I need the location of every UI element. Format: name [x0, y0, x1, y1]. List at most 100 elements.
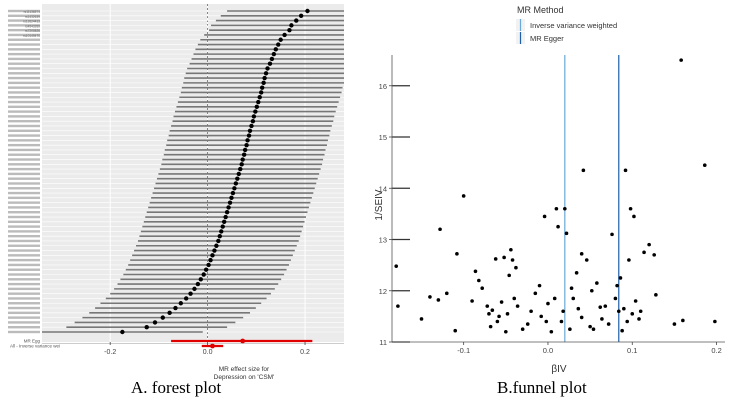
forest-snp-label — [8, 43, 40, 46]
forest-snp-label — [8, 167, 40, 171]
forest-snp-label — [8, 105, 40, 109]
funnel-point — [512, 296, 517, 301]
funnel-y-tick-label: 11 — [379, 338, 387, 347]
forest-snp-point — [214, 243, 219, 248]
funnel-point — [559, 319, 564, 324]
funnel-point — [628, 206, 633, 211]
funnel-point — [525, 322, 530, 326]
forest-snp-point — [212, 248, 217, 253]
forest-snp-point — [254, 104, 260, 110]
forest-snp-label — [8, 201, 40, 204]
funnel-point — [490, 308, 495, 313]
funnel-point — [616, 309, 621, 314]
funnel-y-tick-label: 16 — [379, 82, 387, 91]
forest-snp-point — [152, 320, 158, 325]
forest-snp-labels: rs11136574rs1432639rs12624433rs4543289rs… — [8, 9, 41, 334]
forest-summary-label: MR Egg — [24, 339, 41, 344]
forest-snp-point — [160, 315, 165, 320]
funnel-point — [552, 296, 557, 301]
funnel-point — [603, 304, 608, 308]
funnel-x-axis-title: βIV — [551, 364, 567, 375]
forest-snp-point — [206, 262, 211, 268]
forest-snp-label — [8, 282, 40, 286]
funnel-point — [529, 309, 533, 314]
forest-snp-point — [236, 171, 241, 177]
forest-snp-label — [8, 239, 40, 243]
forest-snp-label — [8, 81, 40, 85]
forest-snp-label-text: rs10149470 — [23, 34, 40, 38]
funnel-point — [610, 232, 614, 237]
funnel-point — [497, 314, 501, 319]
funnel-point — [537, 283, 542, 288]
funnel-point — [569, 286, 574, 290]
forest-snp-point — [198, 277, 203, 282]
legend-entry-label: MR Egger — [530, 34, 564, 43]
forest-snp-label — [8, 182, 40, 185]
funnel-point — [546, 301, 550, 306]
funnel-point — [544, 319, 549, 324]
forest-snp-point — [217, 233, 222, 239]
forest-snp-point — [259, 85, 265, 90]
funnel-point — [606, 322, 611, 326]
forest-snp-label — [8, 134, 40, 137]
funnel-x-tick-label: -0.1 — [457, 346, 470, 355]
funnel-point — [638, 309, 643, 314]
forest-snp-label — [8, 24, 40, 27]
funnel-point — [520, 327, 525, 331]
funnel-point — [428, 295, 432, 299]
funnel-method-lines — [564, 55, 620, 342]
funnel-y-axis-title: 1/SEIV — [374, 189, 385, 220]
forest-snp-point — [221, 219, 227, 225]
forest-snp-point — [263, 71, 269, 76]
funnel-point — [613, 296, 618, 301]
forest-marks — [42, 8, 344, 335]
funnel-point — [632, 214, 636, 219]
forest-snp-point — [242, 147, 248, 153]
funnel-point — [515, 304, 520, 308]
funnel-point — [473, 269, 478, 274]
funnel-point — [563, 206, 567, 211]
forest-snp-point — [226, 205, 231, 210]
funnel-point — [579, 315, 584, 320]
funnel-point — [576, 306, 581, 311]
forest-snp-point — [195, 281, 201, 287]
forest-summary-point — [210, 343, 215, 349]
funnel-point — [623, 168, 628, 173]
forest-x-tick-label: 0.0 — [203, 349, 213, 356]
funnel-point — [588, 324, 592, 329]
funnel-point — [495, 319, 500, 324]
funnel-point — [574, 271, 579, 275]
funnel-point — [533, 291, 538, 296]
funnel-point — [702, 163, 707, 167]
forest-snp-point — [265, 66, 270, 71]
funnel-point — [542, 214, 547, 219]
forest-snp-label — [8, 302, 40, 305]
funnel-y-tick-label: 15 — [379, 133, 387, 142]
funnel-point — [514, 265, 518, 270]
forest-snp-label — [8, 115, 40, 118]
forest-snp-label — [8, 215, 40, 219]
forest-snp-label — [8, 139, 40, 142]
funnel-point — [590, 288, 594, 293]
forest-snp-point — [220, 224, 225, 229]
forest-snp-label — [8, 48, 40, 51]
forest-snp-point — [294, 18, 299, 23]
forest-snp-label — [8, 321, 40, 324]
forest-snp-point — [120, 329, 125, 335]
funnel-point — [504, 329, 508, 334]
forest-snp-label — [8, 249, 40, 252]
forest-snp-label — [8, 258, 40, 262]
forest-snp-label-text: rs11136574 — [24, 10, 41, 14]
forest-snp-label — [8, 14, 40, 17]
forest-snp-label — [8, 220, 40, 224]
forest-snp-point — [167, 310, 172, 316]
forest-snp-point — [210, 253, 215, 258]
forest-snp-point — [249, 123, 254, 129]
forest-snp-point — [278, 37, 283, 42]
forest-snp-point — [201, 272, 206, 277]
forest-snp-label — [8, 129, 40, 132]
forest-snp-point — [253, 109, 258, 114]
forest-snp-point — [232, 186, 237, 191]
funnel-point — [584, 258, 589, 262]
